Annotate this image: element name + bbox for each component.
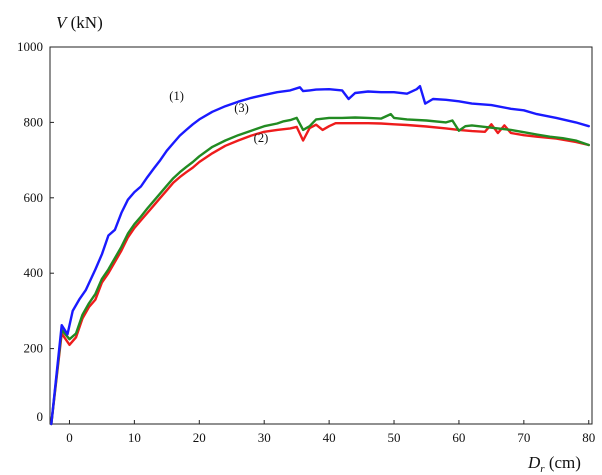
- x-tick-label: 10: [128, 430, 141, 445]
- x-axis-ticks: 0 10 20 30 40 50 60 70 80: [66, 420, 595, 445]
- series-lines: [50, 85, 590, 426]
- plot-frame: [49, 46, 593, 425]
- series-line-1: [50, 85, 590, 426]
- series-label-2: (2): [254, 131, 269, 145]
- y-axis-ticks: 0 200 400 600 800 1000: [17, 39, 54, 425]
- x-tick-label: 50: [388, 430, 401, 445]
- x-tick-label: 0: [66, 430, 73, 445]
- series-line-3: [50, 112, 590, 426]
- y-axis-unit: (kN): [66, 13, 102, 32]
- series-labels: (1) (2) (3): [169, 89, 268, 145]
- x-tick-label: 30: [258, 430, 271, 445]
- x-axis-subscript: r: [540, 463, 545, 475]
- y-axis-variable: V: [56, 13, 69, 32]
- y-tick-label: 400: [24, 265, 44, 280]
- series-label-1: (1): [169, 89, 184, 103]
- y-tick-label: 200: [24, 341, 44, 356]
- x-axis-variable: D: [527, 453, 541, 472]
- series-label-3: (3): [234, 101, 249, 115]
- y-axis-title: V (kN): [56, 13, 103, 32]
- series-line-2: [50, 122, 590, 426]
- x-tick-label: 20: [193, 430, 206, 445]
- y-tick-label: 1000: [17, 39, 43, 54]
- y-tick-label: 800: [24, 114, 44, 129]
- x-tick-label: 60: [452, 430, 465, 445]
- y-tick-label: 600: [24, 190, 44, 205]
- x-tick-label: 40: [323, 430, 336, 445]
- x-axis-title: Dr (cm): [527, 453, 581, 475]
- y-tick-label: 0: [37, 409, 44, 424]
- x-tick-label: 70: [517, 430, 530, 445]
- x-tick-label: 80: [582, 430, 595, 445]
- x-axis-unit: (cm): [545, 453, 581, 472]
